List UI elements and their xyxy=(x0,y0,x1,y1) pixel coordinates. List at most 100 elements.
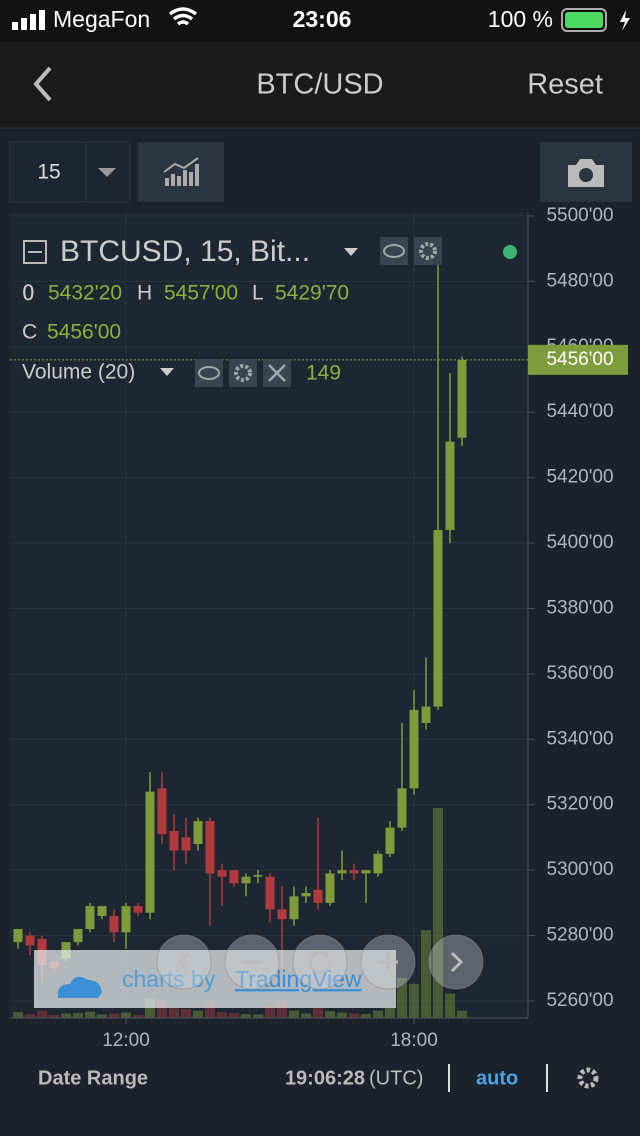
candle-body xyxy=(433,529,443,707)
symbol-dropdown[interactable] xyxy=(344,248,358,256)
candle-body xyxy=(409,709,419,789)
volume-bar xyxy=(61,1013,71,1018)
x-tick-label: 12:00 xyxy=(102,1030,150,1051)
candle-body xyxy=(73,929,83,943)
settings-button[interactable] xyxy=(229,359,257,387)
volume-bar xyxy=(109,1013,119,1018)
volume-bar xyxy=(241,1014,251,1018)
scroll-left[interactable] xyxy=(156,934,212,990)
candle-body xyxy=(373,853,383,874)
last-price-tag xyxy=(528,344,628,375)
status-dot xyxy=(503,245,517,259)
series xyxy=(13,255,467,1018)
y-tick-label: 5420'00 xyxy=(546,467,613,488)
volume-bar xyxy=(349,1013,359,1018)
interval-value: 15 xyxy=(37,161,60,184)
tradingview-logo xyxy=(57,976,102,998)
indicators-button[interactable] xyxy=(138,142,224,202)
volume-bar xyxy=(37,1010,47,1018)
candle-body xyxy=(325,873,335,903)
volume-bar xyxy=(49,1015,59,1018)
volume-title: Volume (20) xyxy=(22,361,135,384)
gear-icon xyxy=(419,242,437,260)
gear-icon xyxy=(234,364,252,382)
signal-icon xyxy=(12,10,45,30)
volume-bar xyxy=(157,1000,167,1018)
volume-bar xyxy=(457,1010,467,1018)
candle-body xyxy=(133,906,143,913)
candle-body xyxy=(313,889,323,903)
scroll-right[interactable] xyxy=(428,934,484,990)
volume-bar xyxy=(229,1013,239,1018)
volume-bar xyxy=(13,1012,23,1018)
candle-body xyxy=(337,870,347,874)
volume-value: 149 xyxy=(306,362,341,385)
volume-bar xyxy=(265,1005,275,1018)
volume-bar xyxy=(337,1012,347,1018)
reset-button[interactable]: Reset xyxy=(527,69,603,101)
candle-body xyxy=(121,906,131,933)
watermark[interactable] xyxy=(34,950,396,1008)
ohlc-label: L xyxy=(252,282,264,305)
date-range-button[interactable]: Date Range xyxy=(38,1067,148,1089)
clock-utc: 19:06:28 xyxy=(285,1067,365,1089)
volume-bar xyxy=(325,1011,335,1018)
volume-bar xyxy=(433,808,443,1018)
volume-bar xyxy=(217,1012,227,1018)
candle-body xyxy=(265,876,275,910)
volume-bar xyxy=(169,1008,179,1018)
candle-body xyxy=(193,821,203,844)
candle-body xyxy=(277,909,287,920)
y-tick-label: 5480'00 xyxy=(546,270,613,291)
auto-scale-button[interactable]: auto xyxy=(476,1067,518,1089)
candle-body xyxy=(145,791,155,913)
candle-body xyxy=(157,788,167,835)
x-tick-label: 18:00 xyxy=(390,1030,438,1051)
y-tick-label: 5360'00 xyxy=(546,663,613,684)
volume-bar xyxy=(25,1014,35,1018)
candle-body xyxy=(361,870,371,874)
volume-bar xyxy=(133,1015,143,1018)
back-button[interactable] xyxy=(33,66,52,102)
volume-bar xyxy=(97,1014,107,1018)
y-tick-label: 5340'00 xyxy=(546,728,613,749)
y-tick-label: 5260'00 xyxy=(546,990,613,1011)
candle-body xyxy=(205,821,215,874)
watermark-prefix: charts by xyxy=(122,966,216,992)
candle-body xyxy=(109,915,119,933)
ohlc-label: O xyxy=(22,281,35,305)
settings-gear[interactable] xyxy=(577,1067,599,1089)
volume-bar xyxy=(121,1012,131,1018)
indicators-icon xyxy=(165,164,199,186)
candle-body xyxy=(385,827,395,854)
axes: 5260'00 5280'00 5300'00 5320'00 5340'00 5360'… xyxy=(10,205,628,1051)
volume-dropdown[interactable] xyxy=(160,368,174,376)
settings-button[interactable] xyxy=(414,237,442,265)
wifi-icon xyxy=(168,7,198,26)
battery-level xyxy=(565,12,603,28)
volume-bar xyxy=(253,1014,263,1018)
candle-body xyxy=(241,876,251,884)
collapse-icon[interactable] xyxy=(23,240,47,264)
camera-lens xyxy=(579,168,593,182)
volume-bar xyxy=(181,1009,191,1018)
dropdown-arrow xyxy=(98,168,116,177)
candle-body xyxy=(349,870,359,874)
candle-body xyxy=(289,896,299,920)
y-tick-label: 5280'00 xyxy=(546,925,613,946)
volume-bar xyxy=(85,1011,95,1018)
nav-bar xyxy=(0,42,640,128)
clock: 23:06 xyxy=(293,6,352,32)
volume-bar xyxy=(193,1010,203,1018)
charging-icon xyxy=(620,10,630,31)
ohlc-value: 5457'00 xyxy=(164,282,238,305)
volume-bar xyxy=(397,977,407,1018)
volume-bar xyxy=(361,1014,371,1018)
volume-bar xyxy=(421,930,431,1018)
candle-body xyxy=(181,837,191,851)
last-price-label: 5456'00 xyxy=(546,349,613,370)
reset-view[interactable] xyxy=(292,934,348,990)
carrier: MegaFon xyxy=(53,6,150,32)
candle-body xyxy=(85,906,95,930)
